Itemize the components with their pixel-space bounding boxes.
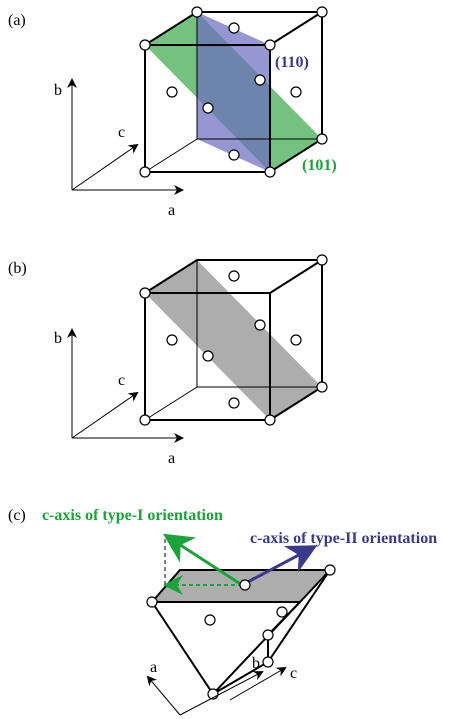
axis-label: b bbox=[54, 330, 62, 347]
cube-back bbox=[144, 12, 322, 173]
atoms bbox=[139, 6, 328, 178]
plane bbox=[145, 260, 322, 420]
type1-arrow bbox=[162, 533, 243, 587]
axis-label: c bbox=[118, 124, 125, 141]
panel-c: (c) c-axis of type-I orientation c-axis … bbox=[8, 507, 437, 716]
axes bbox=[67, 328, 184, 443]
axis-label: a bbox=[150, 659, 157, 676]
type2-arrow bbox=[241, 545, 318, 587]
annotation: c-axis of type-II orientation bbox=[250, 530, 437, 547]
panel-label: (c) bbox=[8, 507, 26, 524]
plane-label: (110) bbox=[275, 54, 309, 71]
panel-b: (b) b c a bbox=[8, 254, 328, 467]
axis-label: a bbox=[168, 450, 175, 467]
annotation: c-axis of type-I orientation bbox=[42, 507, 223, 524]
axis-label: c bbox=[118, 372, 125, 389]
plane-label: (101) bbox=[302, 157, 337, 174]
panel-label: (b) bbox=[8, 260, 27, 277]
panel-label: (a) bbox=[8, 12, 26, 29]
axis-label: a bbox=[168, 202, 175, 219]
axes bbox=[146, 666, 287, 716]
axis-label: b bbox=[252, 655, 260, 672]
plane-110 bbox=[197, 12, 270, 172]
axis-label: c bbox=[290, 665, 297, 682]
cube-back bbox=[144, 260, 322, 421]
axis-label: b bbox=[54, 82, 62, 99]
axes bbox=[67, 78, 184, 195]
panel-a: (a) (110) (101) b c a bbox=[8, 6, 337, 219]
atoms bbox=[139, 254, 328, 426]
